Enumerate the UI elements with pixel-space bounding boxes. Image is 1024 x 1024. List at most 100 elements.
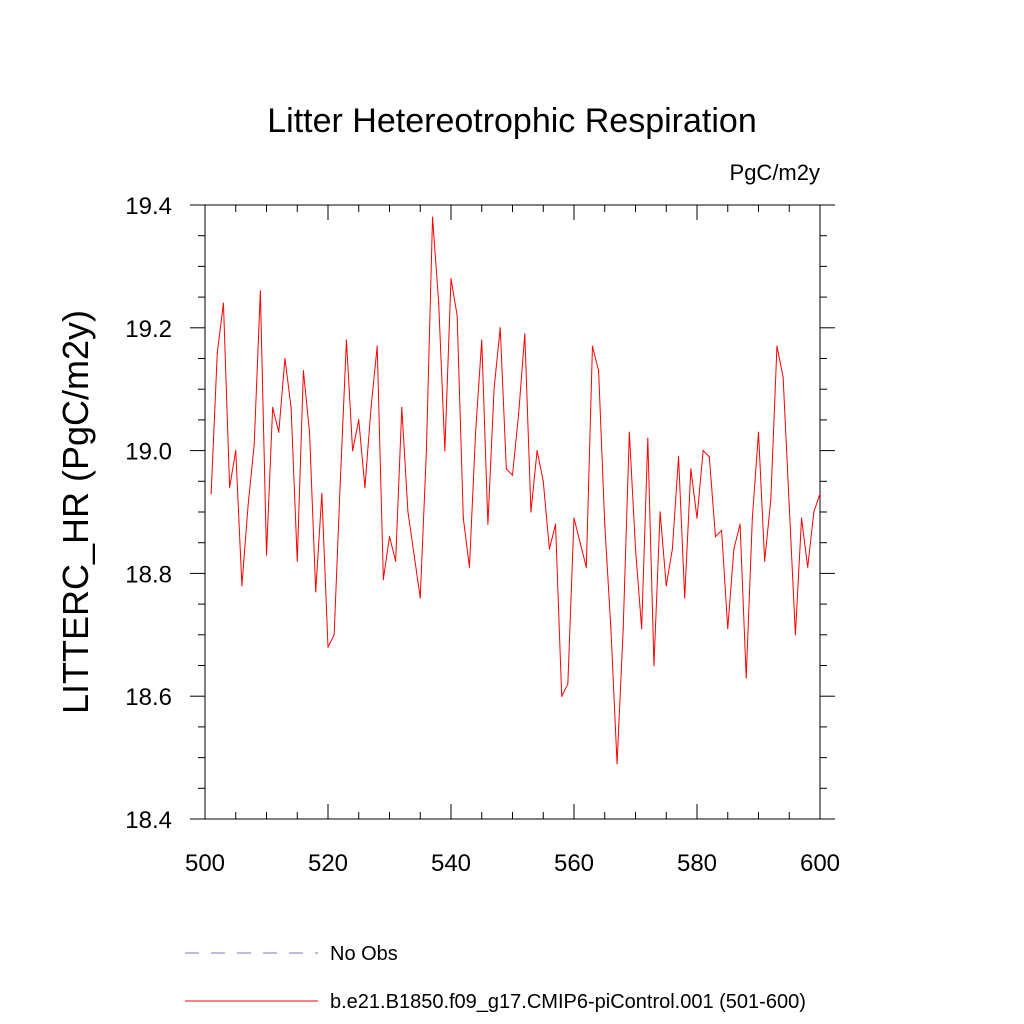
data-point: [659, 511, 661, 513]
data-point: [665, 585, 667, 587]
data-point: [702, 450, 704, 452]
data-point: [671, 548, 674, 550]
data-point: [481, 339, 483, 341]
data-point: [407, 511, 409, 513]
data-point: [456, 314, 458, 317]
data-point: [259, 290, 261, 292]
data-point: [487, 523, 489, 525]
data-point: [499, 327, 501, 329]
data-point: [444, 450, 446, 452]
data-point: [770, 499, 772, 501]
data-point: [745, 677, 747, 679]
data-point: [616, 763, 618, 765]
data-point: [364, 486, 366, 489]
data-point: [278, 431, 280, 433]
data-point: [819, 492, 821, 495]
data-point: [714, 535, 717, 538]
data-point: [425, 450, 427, 452]
y-tick-label: 19.0: [125, 439, 172, 466]
data-point: [272, 407, 274, 409]
y-tick-label: 19.2: [125, 316, 172, 343]
data-point: [358, 419, 360, 421]
y-tick-label: 18.8: [125, 561, 172, 588]
data-point: [462, 517, 464, 519]
data-point: [382, 578, 384, 581]
data-point: [518, 413, 520, 415]
data-point: [751, 517, 753, 519]
data-point: [284, 357, 286, 360]
data-point: [229, 486, 231, 489]
data-point: [542, 480, 544, 482]
data-point: [413, 554, 415, 556]
data-point: [308, 431, 311, 433]
y-tick-label: 18.4: [125, 807, 172, 834]
y-axis-label: LITTERC_HR (PgC/m2y): [55, 310, 96, 714]
data-point: [468, 566, 471, 568]
data-point: [216, 351, 218, 353]
data-point: [800, 517, 803, 519]
data-point: [345, 339, 348, 341]
data-point: [265, 554, 268, 556]
data-point: [727, 628, 729, 630]
data-point: [591, 345, 594, 347]
x-tick-label: 500: [185, 850, 225, 877]
units-label: PgC/m2y: [730, 160, 820, 185]
data-point: [585, 566, 587, 568]
data-point: [450, 278, 452, 280]
x-tick-label: 520: [308, 850, 348, 877]
data-point: [524, 333, 526, 335]
data-point: [505, 468, 507, 470]
data-point: [475, 431, 477, 433]
data-point: [696, 517, 698, 519]
data-point: [388, 535, 391, 538]
y-tick-label: 19.4: [125, 193, 172, 220]
data-point: [333, 634, 335, 636]
data-point: [782, 376, 784, 378]
x-tick-label: 560: [554, 850, 594, 877]
data-point: [235, 450, 237, 452]
data-point: [708, 456, 710, 458]
x-tick-label: 540: [431, 850, 471, 877]
data-point: [493, 388, 495, 390]
data-point: [757, 431, 760, 433]
data-point: [315, 591, 317, 593]
data-point: [290, 407, 292, 409]
data-point: [554, 523, 557, 525]
data-point: [641, 628, 643, 630]
data-point: [352, 450, 354, 452]
data-point: [677, 456, 680, 458]
data-point: [733, 548, 735, 550]
data-point: [690, 468, 692, 470]
series-line-piControl: [210, 217, 821, 764]
data-point: [579, 542, 581, 544]
data-point: [222, 302, 225, 304]
data-point: [813, 511, 815, 513]
data-point: [598, 370, 600, 372]
data-point: [438, 302, 440, 304]
legend-label-no-obs: No Obs: [330, 943, 398, 965]
data-point: [622, 628, 624, 630]
data-point: [327, 646, 329, 648]
data-point: [653, 664, 655, 667]
data-point: [807, 566, 809, 568]
data-point: [573, 517, 575, 519]
chart-title: Litter Hetereotrophic Respiration: [267, 102, 756, 140]
legend-label-piControl: b.e21.B1850.f09_g17.CMIP6-piControl.001 …: [330, 991, 806, 1013]
x-tick-label: 580: [677, 850, 717, 877]
data-point: [530, 511, 532, 513]
data-point: [567, 683, 569, 685]
data-point: [395, 560, 397, 562]
data-point: [788, 505, 790, 507]
data-point: [604, 523, 606, 525]
data-point: [511, 474, 514, 476]
data-point: [684, 597, 686, 599]
data-point: [536, 450, 538, 452]
data-point: [794, 634, 797, 636]
y-tick-label: 18.6: [125, 684, 172, 711]
data-point: [739, 523, 741, 525]
axis-tick-labels: 500 520 540 560 580 600 18.4 18.6 18.8 19.0 19.2 19…: [125, 193, 840, 877]
data-point: [628, 431, 630, 433]
data-point: [431, 216, 434, 218]
data-point: [764, 560, 766, 562]
